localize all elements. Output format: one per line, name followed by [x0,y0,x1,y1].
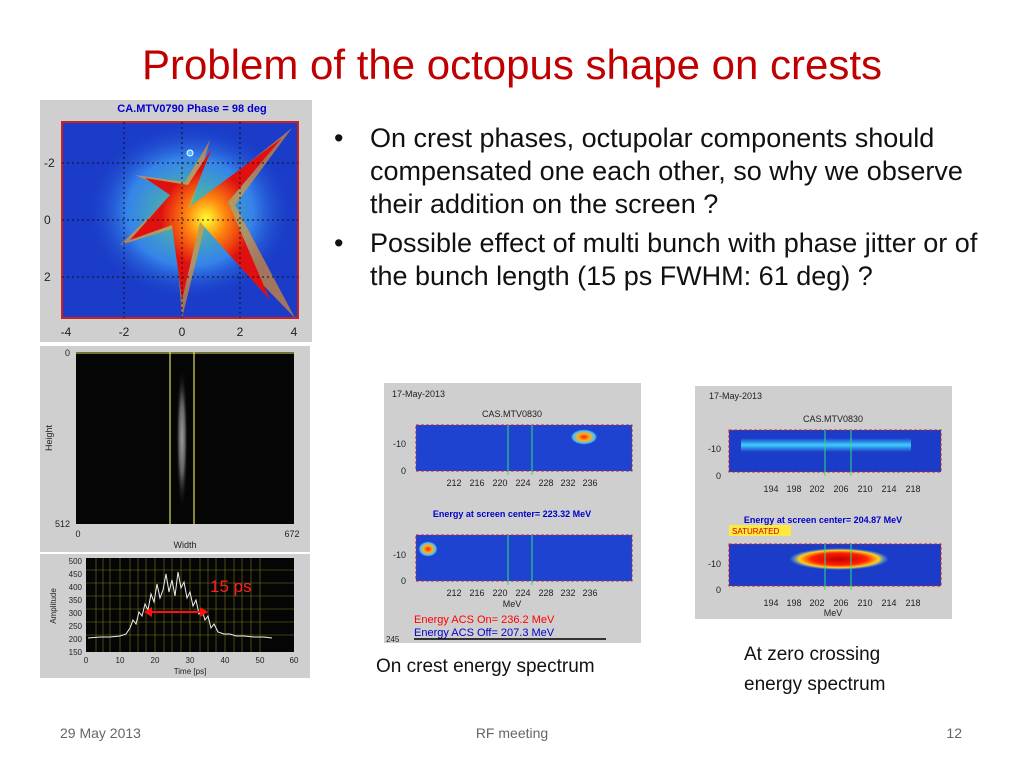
x-tick-label: 232 [560,478,575,488]
x-tick-label: 10 [116,656,125,665]
x-tick-label: 228 [538,588,553,598]
x-tick-label: 198 [786,484,801,494]
bunch-profile-plot: 15 ps 500 450 400 350 300 250 200 150 0 … [40,554,310,678]
bunch-length-annotation: 15 ps [210,577,252,596]
bullet-item: On crest phases, octupolar components sh… [328,122,978,221]
y-tick-label: 0 [65,348,70,358]
y-tick-label: 200 [69,635,83,644]
y-tick-label: 0 [401,576,406,586]
spectrum-date: 17-May-2013 [709,391,762,401]
y-tick-label: 0 [716,585,721,595]
x-tick-label: 60 [290,656,299,665]
page-number: 12 [946,725,962,741]
x-axis-unit: MeV [824,608,843,618]
slide-title: Problem of the octopus shape on crests [141,41,883,88]
y-tick-label: -10 [708,559,721,569]
x-tick-label: 214 [881,598,896,608]
oncrest-spectrum-panel: 17-May-2013 CAS.MTV0830 -10 0 212 216 22… [384,383,641,643]
y-tick-label: -10 [708,444,721,454]
x-tick-label: 218 [905,484,920,494]
x-tick-label: 672 [284,529,299,539]
x-tick-label: 228 [538,478,553,488]
x-tick-label: 210 [857,484,872,494]
x-tick-label: 212 [446,478,461,488]
octopus-image-title: CA.MTV0790 Phase = 98 deg [117,103,266,115]
x-tick-label: 2 [237,325,244,339]
x-tick-label: 224 [515,478,530,488]
x-tick-label: 224 [515,588,530,598]
x-tick-label: 220 [492,588,507,598]
x-tick-label: -2 [119,325,130,339]
y-tick-label: 0 [716,471,721,481]
footer-date: 29 May 2013 [60,725,141,741]
x-tick-label: 0 [75,529,80,539]
x-tick-label: 236 [582,478,597,488]
x-tick-label: 202 [809,598,824,608]
x-tick-label: 232 [560,588,575,598]
x-tick-label: 50 [256,656,265,665]
y-tick-label: -10 [393,439,406,449]
spectrum-title: CAS.MTV0830 [482,409,542,419]
bullet-list: On crest phases, octupolar components sh… [328,122,978,299]
x-tick-label: 216 [469,478,484,488]
x-axis-unit: MeV [503,599,522,609]
x-tick-label: 20 [151,656,160,665]
zerocross-caption: At zero crossing energy spectrum [744,644,886,695]
x-tick-label: 202 [809,484,824,494]
y-tick-label: -10 [393,550,406,560]
x-tick-label: 194 [763,598,778,608]
y-axis-label: Amplitude [49,588,58,624]
x-tick-label: 0 [179,325,186,339]
y-tick-label: 0 [44,213,51,227]
y-tick-label: 2 [44,270,51,284]
x-tick-label: 0 [84,656,89,665]
x-tick-label: 30 [186,656,195,665]
x-axis-label: Width [173,540,196,550]
y-tick-label: 0 [401,466,406,476]
zerocross-spectrum-panel: 17-May-2013 CAS.MTV0830 -10 0 194 198 20… [695,386,952,619]
oncrest-caption: On crest energy spectrum [376,656,595,677]
saturated-badge: SATURATED [732,527,779,536]
spectrum-title: CAS.MTV0830 [803,414,863,424]
x-tick-label: 214 [881,484,896,494]
x-tick-label: 206 [833,598,848,608]
x-tick-label: 194 [763,484,778,494]
bullet-item: Possible effect of multi bunch with phas… [328,227,978,293]
y-axis-label: Height [44,424,54,451]
x-tick-label: 216 [469,588,484,598]
acs-on-label: Energy ACS On= 236.2 MeV [414,614,555,626]
octopus-beam-image: CA.MTV0790 Phase = 98 deg -2 0 2 -4 -2 0… [40,100,312,342]
y-tick-label: 500 [69,557,83,566]
x-tick-label: 40 [221,656,230,665]
streak-camera-image: 0 512 0 672 Width Height [40,346,310,552]
y-tick-label: 400 [69,583,83,592]
y-tick-label: 350 [69,596,83,605]
y-tick-label: 512 [55,519,70,529]
y-tick-label: 250 [69,622,83,631]
x-tick-label: 210 [857,598,872,608]
y-tick-label: 150 [69,648,83,657]
x-tick-label: 198 [786,598,801,608]
x-tick-label: 4 [291,325,298,339]
x-axis-label: Time [ps] [174,667,207,676]
y-tick-label: 300 [69,609,83,618]
x-tick-label: 220 [492,478,507,488]
x-tick-label: 206 [833,484,848,494]
acs-off-label: Energy ACS Off= 207.3 MeV [414,627,555,639]
x-tick-label: 236 [582,588,597,598]
x-tick-label: -4 [61,325,72,339]
spectrum-date: 17-May-2013 [392,389,445,399]
y-tick-label: 450 [69,570,83,579]
energy-center-label: Energy at screen center= 223.32 MeV [433,509,591,519]
footer-title: RF meeting [475,725,549,741]
x-tick-label: 218 [905,598,920,608]
y-tick-label: -2 [44,156,55,170]
corner-label: 245 [386,635,400,643]
energy-center-label: Energy at screen center= 204.87 MeV [744,515,902,525]
x-tick-label: 212 [446,588,461,598]
